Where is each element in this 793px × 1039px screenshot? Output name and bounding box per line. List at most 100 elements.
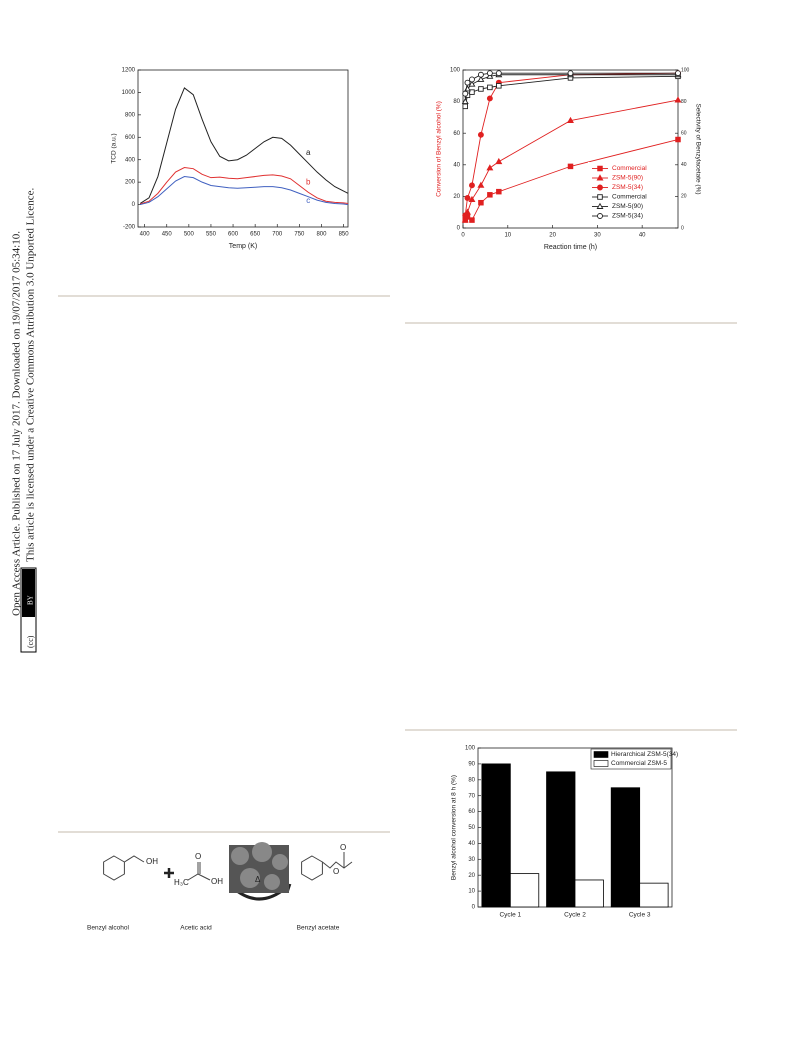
marker	[478, 199, 484, 206]
marker	[478, 86, 484, 92]
sem-grain	[240, 868, 260, 888]
plot-frame	[137, 69, 349, 228]
y-tick-label: 400	[125, 157, 136, 163]
legend-box	[588, 162, 674, 223]
legend-label: ZSM-5(34)	[612, 184, 643, 191]
marker	[674, 96, 682, 103]
benzene-ring	[103, 855, 125, 881]
cc-text: (cc)	[26, 635, 35, 648]
marker	[468, 80, 476, 87]
marker	[486, 164, 494, 171]
by-text: BY	[27, 595, 35, 605]
scheme	[103, 852, 353, 901]
legend-marker	[596, 202, 604, 209]
compound-name: Benzyl alcohol	[87, 925, 129, 932]
y2-tick-label: 60	[681, 131, 687, 137]
y-tick-label: 40	[453, 162, 460, 168]
marker	[469, 217, 475, 223]
sidebar-line: Open Access Article. Published on 17 Jul…	[11, 231, 23, 616]
y-axis-label: Conversion of Benzyl alcohol (%)	[436, 101, 443, 197]
benzene-ring	[301, 855, 323, 881]
marker	[462, 90, 469, 97]
compound-name: Acetic acid	[180, 925, 212, 932]
marker	[462, 103, 468, 110]
y-tick-label: 50	[468, 825, 475, 831]
y-tick-label: 80	[453, 99, 460, 105]
x-tick-label: 0	[461, 233, 465, 239]
y-tick-label: 100	[450, 68, 461, 74]
line-series	[139, 87, 349, 204]
y-tick-label: 70	[468, 793, 475, 799]
marker	[462, 212, 469, 219]
x-tick-label: 10	[504, 233, 511, 239]
x-tick-label: 700	[272, 232, 283, 238]
bond	[322, 861, 353, 869]
legend-swatch	[593, 751, 609, 758]
cc-badge-dark	[22, 569, 35, 617]
atom-label: O	[195, 852, 201, 861]
x-tick-label: 40	[639, 233, 646, 239]
bond	[187, 873, 211, 881]
sem-grain	[231, 847, 249, 865]
y-axis-label: TCD (a.u.)	[111, 133, 118, 163]
marker	[477, 181, 485, 188]
line-series	[140, 167, 349, 205]
y-tick-label: 80	[468, 777, 475, 783]
y-tick-label: 1000	[122, 90, 136, 96]
bar	[610, 787, 641, 908]
y-tick-label: 60	[468, 809, 475, 815]
line-series	[140, 176, 349, 206]
x-tick-label: Cycle 1	[499, 912, 521, 919]
curve-label: b	[306, 177, 311, 186]
y2-axis-label: Selectivity of Benzylacetate (%)	[694, 103, 701, 194]
y2-tick-label: 100	[681, 67, 690, 73]
bar	[639, 882, 669, 908]
marker	[461, 216, 469, 223]
marker	[486, 70, 493, 77]
legend-label: ZSM-5(90)	[612, 203, 643, 210]
legend-box	[590, 748, 672, 770]
y-tick-label: 20	[453, 194, 460, 200]
bar	[546, 771, 576, 908]
plot-frame	[462, 69, 679, 229]
marker	[469, 89, 475, 95]
y-tick-label: 800	[125, 112, 136, 118]
sem-grain	[264, 874, 280, 890]
x-tick-label: Cycle 2	[564, 912, 586, 919]
bond	[124, 855, 145, 863]
y-tick-label: 10	[468, 889, 475, 895]
x-tick-label: 800	[316, 232, 327, 238]
legend-swatch	[593, 760, 609, 767]
y-tick-label: 0	[132, 202, 136, 208]
atom-label: H₃C	[174, 878, 189, 887]
y-tick-label: 0	[457, 226, 461, 232]
y-tick-label: 1200	[122, 68, 136, 74]
legend-label: ZSM-5(34)	[612, 213, 643, 220]
y-axis-label: Benzyl alcohol conversion at 8 h (%)	[451, 775, 458, 880]
x-tick-label: 750	[294, 232, 305, 238]
marker	[461, 97, 469, 105]
marker	[487, 84, 493, 91]
sidebar-line: This article is licensed under a Creativ…	[25, 188, 37, 562]
marker	[477, 75, 485, 82]
bar	[574, 879, 604, 908]
legend-marker	[597, 165, 603, 172]
x-tick-label: 550	[206, 232, 217, 238]
legend-label: Commercial	[612, 165, 647, 172]
x-tick-label: Cycle 3	[629, 912, 651, 919]
y-tick-label: 30	[468, 857, 475, 863]
legend-marker	[596, 174, 604, 181]
legend-marker	[597, 184, 603, 191]
y-tick-label: 90	[468, 761, 475, 767]
curve-label: a	[306, 148, 311, 157]
y-tick-label: 60	[453, 131, 460, 137]
legend-marker	[597, 194, 603, 200]
atom-label: O	[340, 843, 346, 852]
plus	[164, 868, 174, 878]
x-tick-label: 850	[339, 232, 350, 238]
sem-grain	[272, 854, 288, 870]
marker	[496, 188, 502, 195]
legend-label: Commercial ZSM-5	[611, 760, 667, 767]
marker	[477, 71, 484, 78]
